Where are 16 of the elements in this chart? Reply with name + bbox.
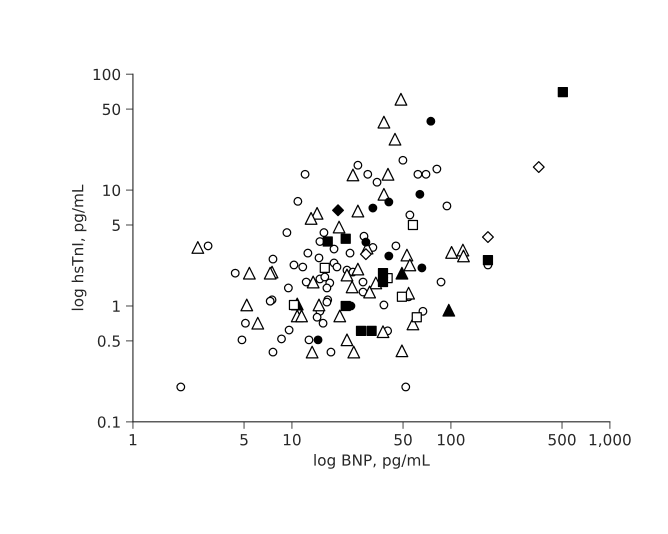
y-tick-label: 0.5 [98, 335, 120, 347]
y-axis-title: log hsTnI, pg/mL [72, 184, 86, 310]
x-tick-label: 100 [438, 434, 464, 446]
y-tick-label: 1 [113, 300, 120, 312]
y-tick-label: 100 [94, 68, 120, 80]
y-tick-label: 0.1 [98, 416, 120, 428]
x-tick-label: 50 [394, 434, 412, 446]
x-axis-title: log BNP, pg/mL [314, 454, 430, 469]
x-tick-label: 5 [240, 434, 248, 446]
x-tick-label: 500 [548, 434, 576, 446]
y-tick-label: 50 [102, 104, 120, 116]
x-tick-label: 1 [130, 434, 136, 446]
x-tick-label: 10 [284, 434, 301, 446]
x-tick-label: 1,000 [590, 434, 631, 448]
y-tick-label: 10 [103, 184, 120, 196]
y-tick-label: 5 [112, 220, 120, 232]
